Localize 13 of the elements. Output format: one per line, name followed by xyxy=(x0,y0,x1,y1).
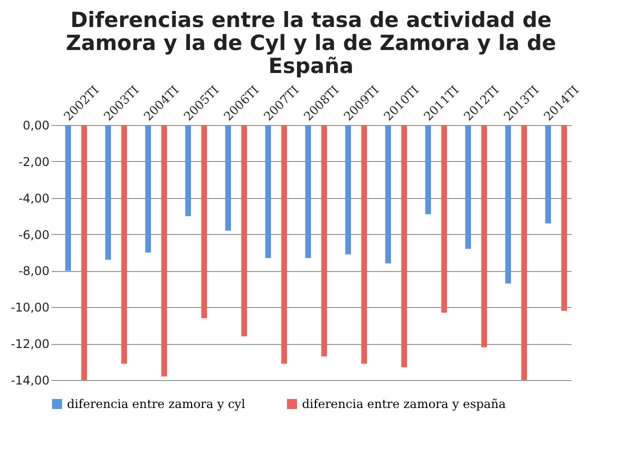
text: Zamora y la de Cyl y la de Zamora y la de xyxy=(66,31,556,56)
y-tick-label: -12,00 xyxy=(10,337,50,352)
y-tick-label: -4,00 xyxy=(18,191,50,206)
y-tick-label: 0,00 xyxy=(22,118,50,132)
y-tick-label: -10,00 xyxy=(10,300,50,315)
legend-label: diferencia entre zamora y españa xyxy=(302,397,506,411)
legend-label: diferencia entre zamora y cyl xyxy=(67,397,246,411)
y-tick-label: -6,00 xyxy=(18,228,50,242)
text: Diferencias entre la tasa de actividad de xyxy=(70,8,552,32)
y-tick-label: -8,00 xyxy=(18,264,50,278)
text: España xyxy=(268,54,354,78)
y-tick-label: -2,00 xyxy=(18,154,50,169)
y-tick-label: -14,00 xyxy=(10,374,50,388)
